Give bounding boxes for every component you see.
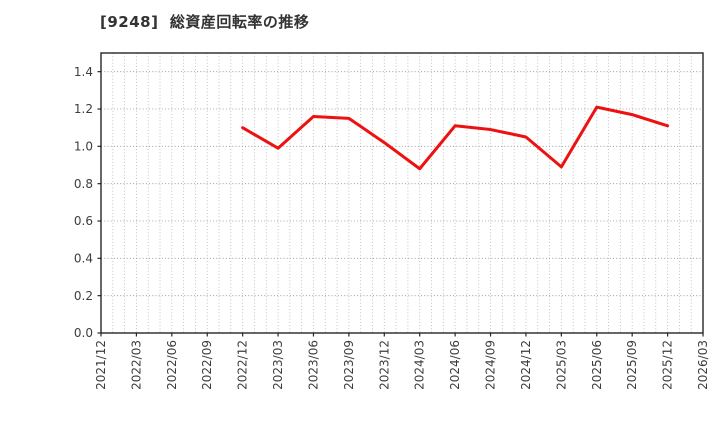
x-tick-label: 2024/12 bbox=[519, 340, 533, 390]
x-tick-label: 2025/09 bbox=[625, 340, 639, 390]
y-tick-label: 0.8 bbox=[74, 177, 93, 191]
y-tick-label: 0.6 bbox=[74, 214, 93, 228]
x-tick-label: 2022/09 bbox=[200, 340, 214, 390]
series-line bbox=[241, 105, 670, 171]
y-tick-label: 1.2 bbox=[74, 102, 93, 116]
chart-title: [9248] 総資産回転率の推移 bbox=[100, 13, 310, 31]
x-tick-label: 2024/09 bbox=[484, 340, 498, 390]
x-tick-label: 2023/09 bbox=[342, 340, 356, 390]
x-tick-label: 2023/12 bbox=[377, 340, 391, 390]
plot-frame bbox=[100, 52, 704, 334]
x-tick-label: 2024/06 bbox=[448, 340, 462, 390]
x-tick-label: 2025/12 bbox=[661, 340, 675, 390]
x-tick-label: 2021/12 bbox=[94, 340, 108, 390]
y-tick-label: 1.0 bbox=[74, 140, 93, 154]
x-tick-label: 2022/03 bbox=[129, 340, 143, 390]
x-tick-label: 2023/06 bbox=[306, 340, 320, 390]
x-tick-label: 2024/03 bbox=[413, 340, 427, 390]
y-tick-label: 0.2 bbox=[74, 289, 93, 303]
x-tick-label: 2025/03 bbox=[554, 340, 568, 390]
y-tick-label: 0.4 bbox=[74, 252, 93, 266]
x-tick-label: 2025/06 bbox=[590, 340, 604, 390]
x-tick-label: 2022/06 bbox=[165, 340, 179, 390]
x-tick-label: 2023/03 bbox=[271, 340, 285, 390]
y-tick-label: 0.0 bbox=[74, 326, 93, 340]
y-tick-label: 1.4 bbox=[74, 65, 93, 79]
x-tick-label: 2026/03 bbox=[696, 340, 710, 390]
x-tick-label: 2022/12 bbox=[236, 340, 250, 390]
